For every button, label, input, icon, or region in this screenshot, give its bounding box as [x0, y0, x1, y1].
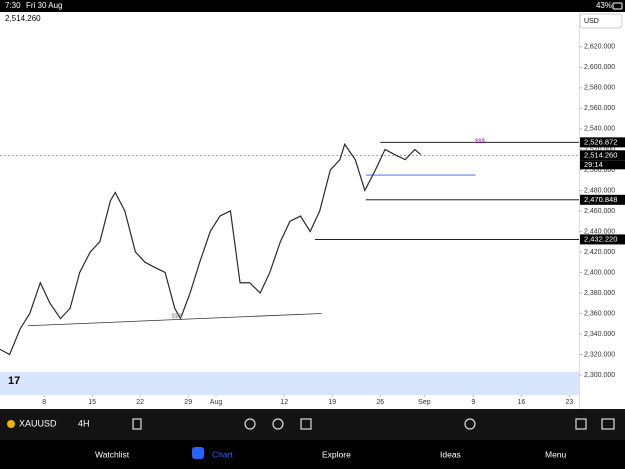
x-tick-label: 29	[184, 399, 192, 406]
symbol-icon	[7, 420, 15, 428]
countdown-box	[580, 160, 625, 170]
annotation: $$$	[172, 314, 183, 320]
nav-item[interactable]: Watchlist	[95, 449, 130, 459]
x-tick-label: Sep	[418, 399, 431, 406]
nav-item[interactable]: Explore	[322, 449, 351, 459]
y-tick-label: 2,380.000	[584, 290, 615, 297]
volume-pane	[0, 372, 579, 395]
nav-item[interactable]: Ideas	[440, 449, 461, 459]
nav-bar	[0, 440, 625, 469]
y-tick-label: 2,560.000	[584, 105, 615, 112]
level-price-label: 2,432.220	[584, 234, 617, 243]
level-price-box	[580, 234, 625, 245]
interval[interactable]: 4H	[78, 418, 90, 428]
y-tick-label: 2,360.000	[584, 310, 615, 317]
x-tick-label: 19	[328, 399, 336, 406]
chart-tab-icon	[192, 447, 204, 459]
y-tick-label: 2,480.000	[584, 187, 615, 194]
x-tick-label: 15	[88, 399, 96, 406]
nav-item[interactable]: Menu	[545, 449, 567, 459]
level-price-box	[580, 137, 625, 148]
fullscreen-icon[interactable]	[575, 418, 587, 430]
x-tick-label: 12	[280, 399, 288, 406]
symbol[interactable]: XAUUSD	[19, 418, 57, 428]
candle-type-icon[interactable]	[132, 418, 142, 430]
layout-icon[interactable]	[300, 418, 312, 430]
y-tick-label: 2,540.000	[584, 126, 615, 133]
y-tick-label: 2,320.000	[584, 351, 615, 358]
status-bar	[0, 0, 625, 12]
status-battery: 43%	[596, 1, 612, 10]
x-tick-label: 23	[565, 399, 573, 406]
x-tick-label: Aug	[210, 399, 223, 406]
level-price-box	[580, 194, 625, 205]
level-price-box	[580, 150, 625, 161]
trendline	[27, 313, 322, 327]
y-tick-label: 2,400.000	[584, 269, 615, 276]
last-price: 2,514.260	[5, 14, 41, 23]
y-tick-label: 2,620.000	[584, 44, 615, 51]
info-icon[interactable]	[464, 418, 476, 430]
add-icon[interactable]	[244, 418, 256, 430]
status-date: Fri 30 Aug	[26, 1, 62, 10]
y-tick-label: 2,300.000	[584, 372, 615, 379]
y-tick-label: 2,580.000	[584, 85, 615, 92]
panel-icon[interactable]	[601, 418, 615, 430]
level-price-label: 2,470.848	[584, 195, 617, 204]
battery-icon	[612, 2, 623, 10]
toolbar	[0, 409, 625, 440]
chart-area	[0, 12, 625, 409]
x-tick-label: 8	[42, 399, 46, 406]
y-tick-label: 2,440.000	[584, 228, 615, 235]
currency: USD	[584, 18, 599, 25]
y-tick-label: 2,600.000	[584, 64, 615, 71]
alert-icon[interactable]	[272, 418, 284, 430]
status-time: 7:30	[5, 1, 21, 10]
y-tick-label: 2,460.000	[584, 208, 615, 215]
nav-item[interactable]: Chart	[212, 449, 233, 459]
x-tick-label: 26	[376, 399, 384, 406]
x-tick-label: 16	[517, 399, 525, 406]
level-price-label: 2,526.872	[584, 137, 617, 146]
tv-logo: 17	[8, 375, 20, 387]
countdown: 29:14	[584, 160, 603, 169]
y-tick-label: 2,500.000	[584, 167, 615, 174]
y-tick-label: 2,340.000	[584, 331, 615, 338]
x-tick-label: 9	[471, 399, 475, 406]
annotation: $$$	[475, 139, 486, 145]
y-tick-label: 2,520.000	[584, 146, 615, 153]
level-price-label: 2,514.260	[584, 150, 617, 159]
x-tick-label: 22	[136, 399, 144, 406]
currency-button[interactable]	[579, 13, 623, 29]
price-line	[0, 142, 421, 356]
y-tick-label: 2,420.000	[584, 249, 615, 256]
